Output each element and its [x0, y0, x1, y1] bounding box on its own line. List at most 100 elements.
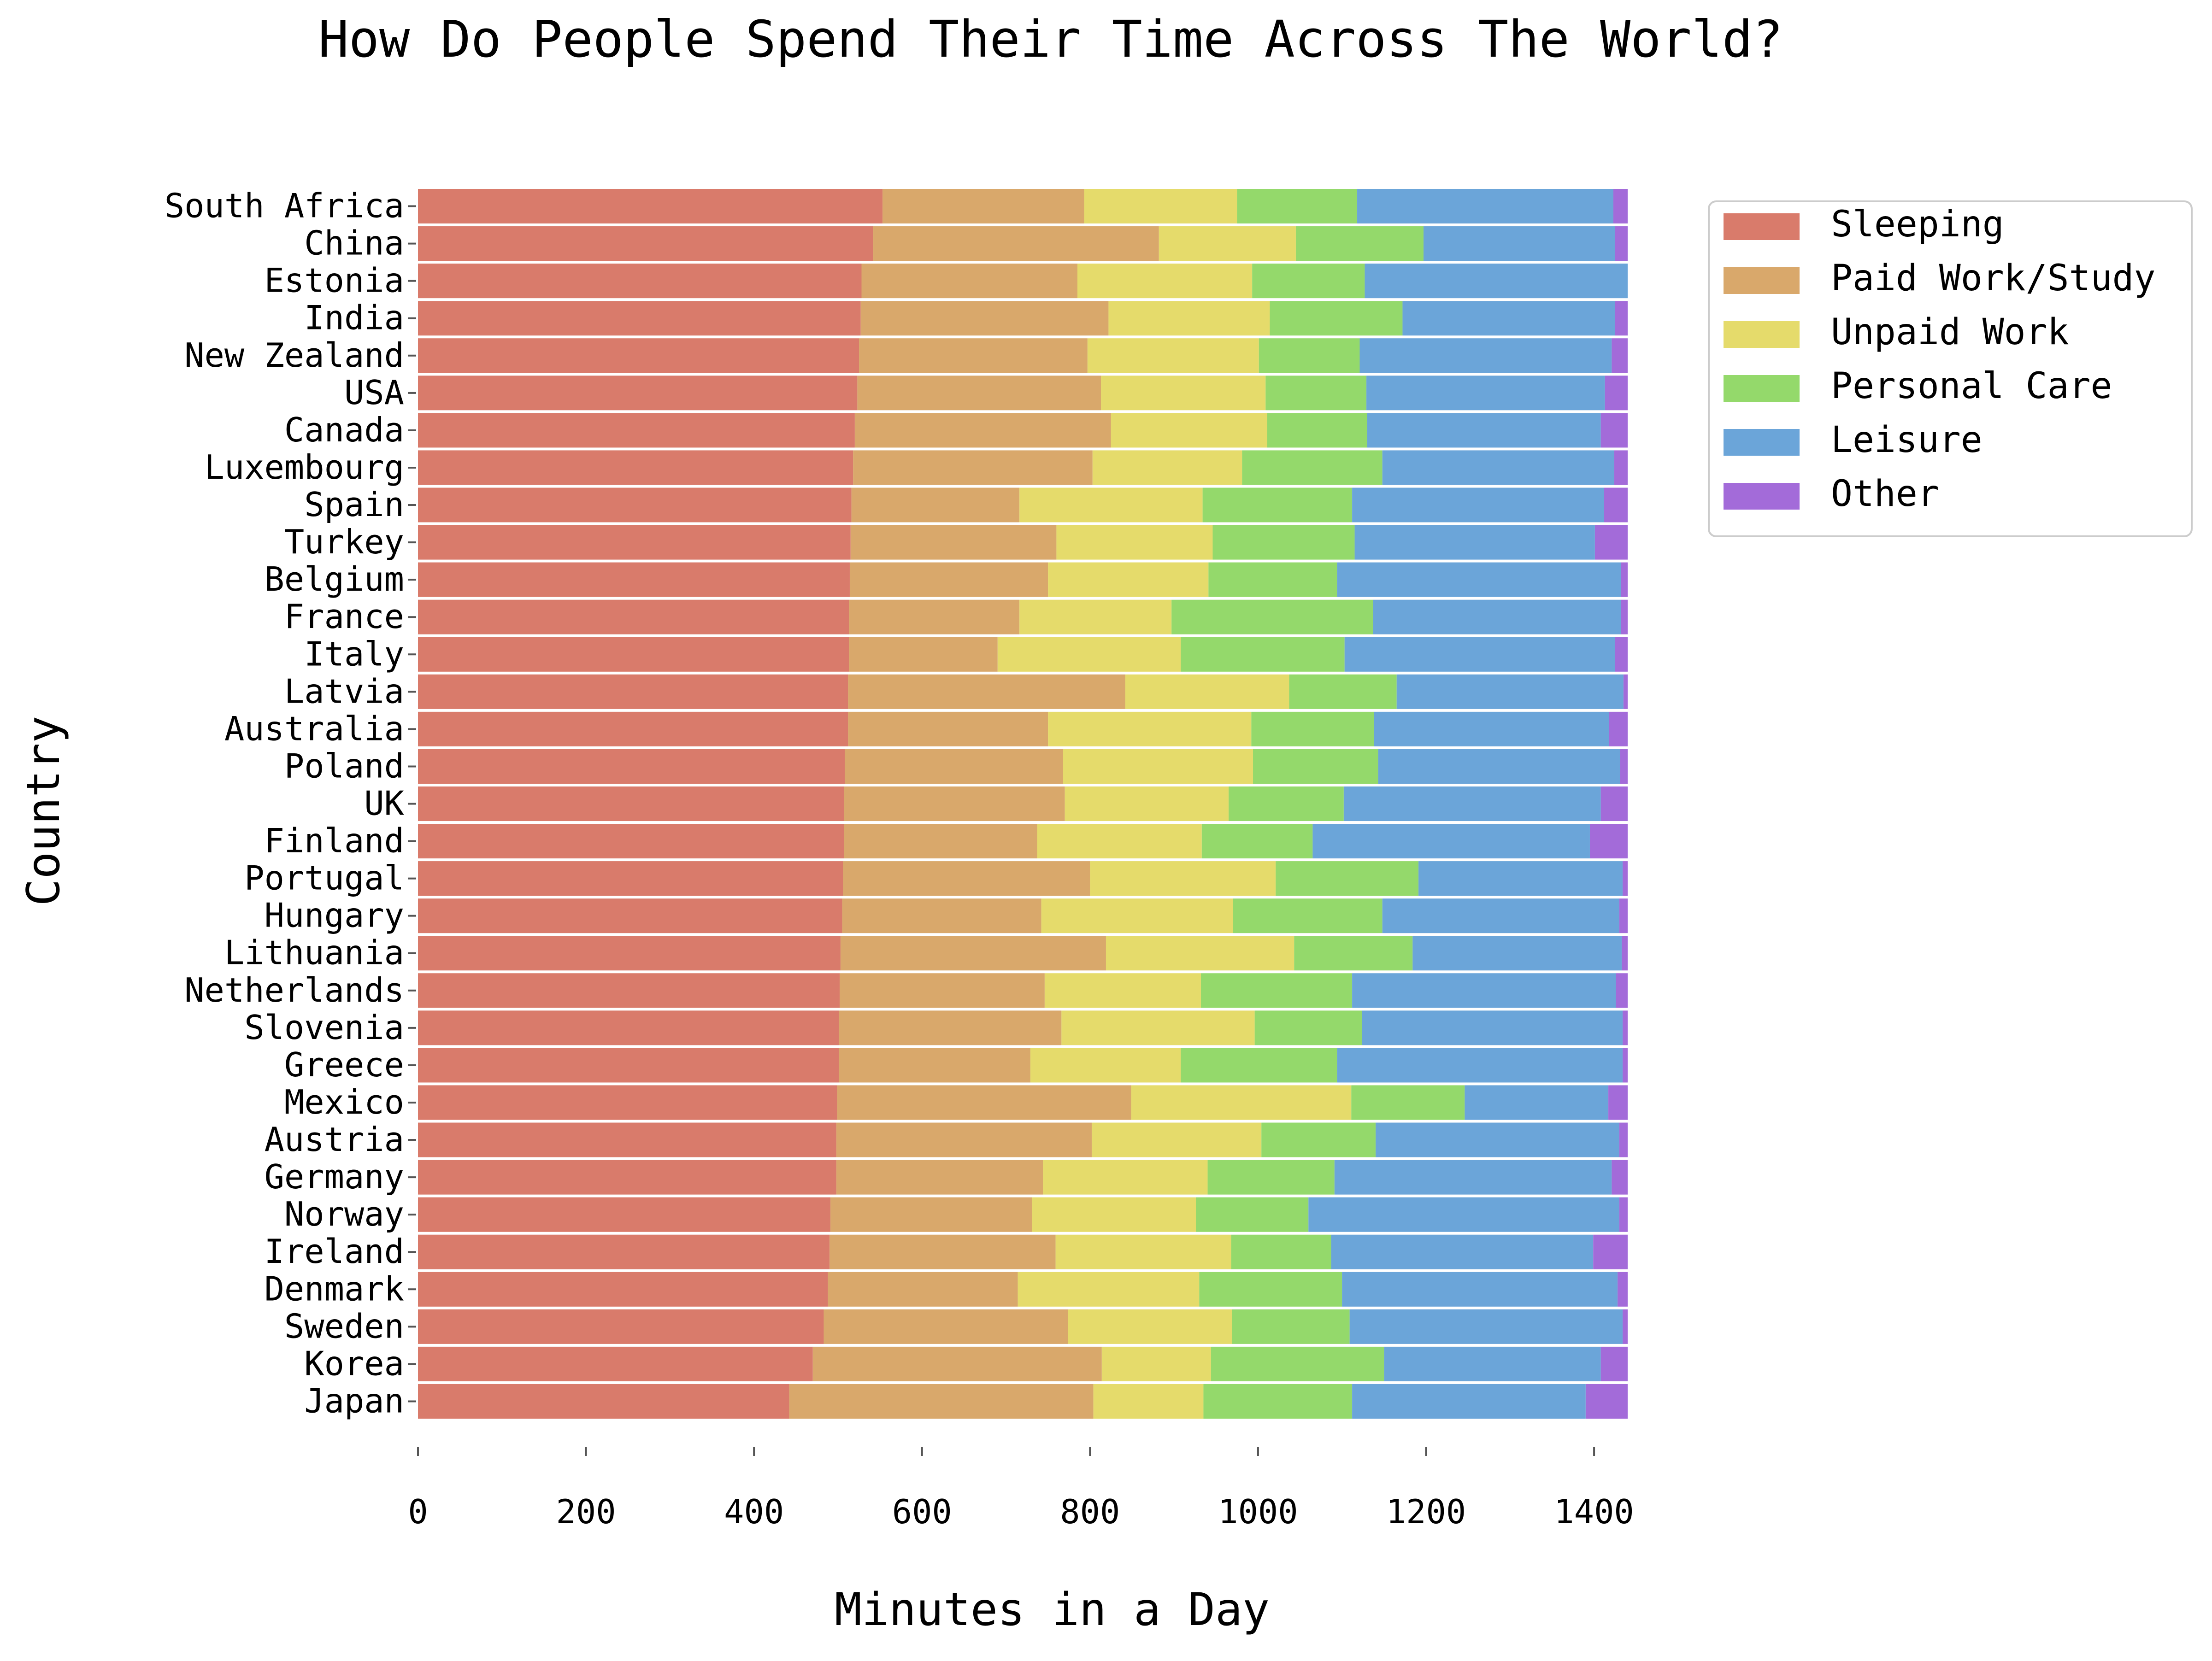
bar-segment — [1229, 786, 1344, 822]
bar-segment — [1412, 936, 1622, 971]
bar-segment — [1019, 487, 1203, 522]
bar-segment — [1037, 824, 1202, 859]
y-tick-label: Hungary — [265, 896, 404, 935]
bar-segment — [997, 637, 1181, 672]
bar-segment — [418, 562, 850, 597]
bar-segment — [830, 1197, 1032, 1232]
bar-segment — [1032, 1197, 1196, 1232]
y-tick-label: India — [304, 299, 404, 337]
bar-segment — [1612, 1160, 1628, 1195]
bar-segment — [1090, 861, 1276, 896]
bar-segment — [418, 1197, 831, 1232]
bar-segment — [418, 711, 848, 746]
bar-segment — [1600, 786, 1628, 822]
legend: Sleeping Paid Work/Study Unpaid Work Person… — [1708, 200, 2193, 537]
bar-segment — [1200, 973, 1353, 1008]
y-tick-label: New Zealand — [184, 336, 404, 375]
bar-segment — [1196, 1197, 1309, 1232]
bar-segment — [1378, 749, 1620, 784]
x-tick-label: 1200 — [1386, 1492, 1466, 1531]
y-tick-label: Lithuania — [224, 933, 404, 972]
bar-segment — [1267, 413, 1367, 448]
bar-segment — [418, 487, 852, 522]
bar-segment — [836, 1160, 1043, 1195]
bar-segment — [1231, 1234, 1331, 1269]
bar-segment — [1084, 189, 1237, 224]
bar-segment — [1623, 1048, 1628, 1083]
bar-segment — [839, 1048, 1030, 1083]
bar-segment — [418, 338, 859, 373]
bar-segment — [861, 264, 1077, 299]
bar-segment — [418, 450, 853, 485]
bar-segment — [1276, 861, 1419, 896]
bar-segment — [418, 376, 858, 411]
bar-segment — [849, 562, 1048, 597]
bar-segment — [1041, 898, 1233, 933]
bar-segment — [1349, 1309, 1623, 1344]
legend-swatch — [1724, 213, 1800, 240]
bar-segment — [845, 749, 1063, 784]
bar-segment — [418, 599, 849, 634]
x-tick-label: 800 — [1060, 1492, 1120, 1531]
bar-segment — [1106, 936, 1294, 971]
y-tick-label: Spain — [304, 485, 404, 524]
bar-segment — [851, 487, 1020, 522]
y-tick-label: Turkey — [284, 522, 404, 561]
bar-segment — [854, 413, 1111, 448]
bar-segment — [418, 1234, 830, 1269]
bar-segment — [1362, 1010, 1623, 1045]
bar-segment — [1382, 898, 1619, 933]
bar-segment — [1181, 637, 1345, 672]
bar-segment — [1181, 1048, 1337, 1083]
legend-frame — [1708, 200, 2193, 537]
bar-segment — [1265, 376, 1367, 411]
bar-segment — [418, 226, 874, 261]
y-tick-label: Austria — [265, 1120, 404, 1159]
legend-swatch — [1724, 429, 1800, 456]
legend-label: Personal Care — [1831, 365, 2112, 407]
bar-segment — [418, 936, 841, 971]
bar-segment — [1159, 226, 1296, 261]
bar-segment — [853, 450, 1093, 485]
bar-segment — [1384, 1346, 1601, 1381]
bar-segment — [1619, 1197, 1628, 1232]
bar-segment — [1203, 1384, 1353, 1419]
x-tick-label: 0 — [408, 1492, 428, 1531]
bar-segment — [857, 376, 1101, 411]
bar-segment — [1343, 786, 1601, 822]
bar-segment — [1344, 637, 1615, 672]
bar-segment — [418, 973, 840, 1008]
bar-segment — [418, 824, 844, 859]
bar-segment — [1352, 1384, 1586, 1419]
bar-segment — [873, 226, 1159, 261]
bar-segment — [1091, 1122, 1262, 1157]
bar-segment — [1619, 1122, 1628, 1157]
bar-segment — [1331, 1234, 1594, 1269]
bar-segment — [839, 1010, 1062, 1045]
bar-segment — [830, 1234, 1056, 1269]
bar-segment — [859, 338, 1088, 373]
bar-segment — [418, 1085, 837, 1120]
bar-segment — [1623, 674, 1628, 709]
bar-segment — [1589, 824, 1628, 859]
y-tick-label: France — [284, 597, 404, 636]
bar-segment — [1619, 898, 1628, 933]
bar-segment — [1101, 1346, 1211, 1381]
bar-segment — [1622, 936, 1628, 971]
bar-segment — [1623, 861, 1628, 896]
bar-segment — [1418, 861, 1623, 896]
y-tick-label: Finland — [265, 822, 404, 860]
y-tick-label: Slovenia — [244, 1008, 404, 1047]
bar-segment — [1609, 711, 1628, 746]
bar-segment — [418, 674, 848, 709]
bar-segment — [418, 749, 845, 784]
bar-segment — [1614, 450, 1628, 485]
x-axis-label: Minutes in a Day — [835, 1584, 1270, 1636]
bar-segment — [1131, 1085, 1352, 1120]
bar-segment — [418, 786, 844, 822]
bar-segment — [1342, 1272, 1618, 1307]
legend-swatch — [1724, 483, 1800, 510]
